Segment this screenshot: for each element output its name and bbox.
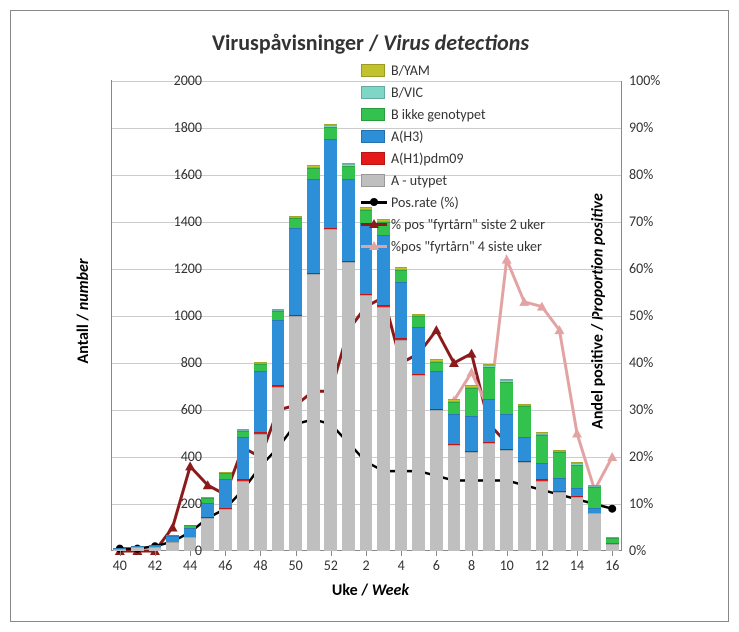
legend-item: Pos.rate (%) (361, 191, 545, 213)
x-tick: 50 (284, 557, 308, 574)
x-tick: 14 (565, 557, 589, 574)
y-left-tick: 400 (152, 450, 202, 464)
y-left-tick: 2000 (152, 74, 202, 88)
x-tick: 48 (248, 557, 272, 574)
title-plain: Viruspåvisninger / (212, 29, 383, 56)
y-left-label-plain: Antall / (74, 310, 93, 363)
x-tick: 52 (319, 557, 343, 574)
legend-item: B ikke genotypet (361, 103, 545, 125)
y-left-tick: 1600 (152, 168, 202, 182)
y-left-tick: 1400 (152, 215, 202, 229)
y-right-tick: 10% (629, 497, 679, 511)
x-tick: 46 (213, 557, 237, 574)
title-italic: Virus detections (383, 29, 529, 56)
x-tick: 10 (495, 557, 519, 574)
y-right-tick: 80% (629, 168, 679, 182)
y-left-tick: 200 (152, 497, 202, 511)
y-right-tick: 40% (629, 356, 679, 370)
legend: B/YAMB/VICB ikke genotypetA(H3)A(H1)pdm0… (361, 59, 545, 257)
x-label-italic: Week (372, 581, 409, 600)
x-tick: 12 (530, 557, 554, 574)
legend-item: A - utypet (361, 169, 545, 191)
legend-item: A(H1)pdm09 (361, 147, 545, 169)
x-tick: 2 (354, 557, 378, 574)
y-left-tick: 1000 (152, 309, 202, 323)
chart-frame: Viruspåvisninger / Virus detections Anta… (10, 10, 729, 622)
legend-item: B/YAM (361, 59, 545, 81)
y-right-tick: 20% (629, 450, 679, 464)
y-left-tick: 0 (152, 544, 202, 558)
legend-item: A(H3) (361, 125, 545, 147)
x-tick: 8 (460, 557, 484, 574)
x-axis-label: Uke / Week (11, 581, 730, 600)
y-right-tick: 0% (629, 544, 679, 558)
y-left-tick: 600 (152, 403, 202, 417)
legend-item: B/VIC (361, 81, 545, 103)
x-tick: 4 (389, 557, 413, 574)
y-right-tick: 100% (629, 74, 679, 88)
y-left-tick: 1800 (152, 121, 202, 135)
y-left-tick: 800 (152, 356, 202, 370)
chart-title: Viruspåvisninger / Virus detections (11, 29, 730, 56)
x-tick: 6 (424, 557, 448, 574)
y-right-tick: 90% (629, 121, 679, 135)
y-axis-left-label: Antall / number (74, 258, 93, 363)
legend-item: %pos "fyrtårn" 4 siste uker (361, 235, 545, 257)
x-tick: 40 (108, 557, 132, 574)
y-left-tick: 1200 (152, 262, 202, 276)
x-tick: 44 (178, 557, 202, 574)
y-left-label-italic: number (74, 258, 93, 310)
y-right-tick: 60% (629, 262, 679, 276)
x-tick: 16 (600, 557, 624, 574)
y-right-tick: 50% (629, 309, 679, 323)
x-label-plain: Uke / (332, 581, 372, 600)
legend-item: % pos "fyrtårn" siste 2 uker (361, 213, 545, 235)
x-tick: 42 (143, 557, 167, 574)
y-right-tick: 30% (629, 403, 679, 417)
y-right-tick: 70% (629, 215, 679, 229)
